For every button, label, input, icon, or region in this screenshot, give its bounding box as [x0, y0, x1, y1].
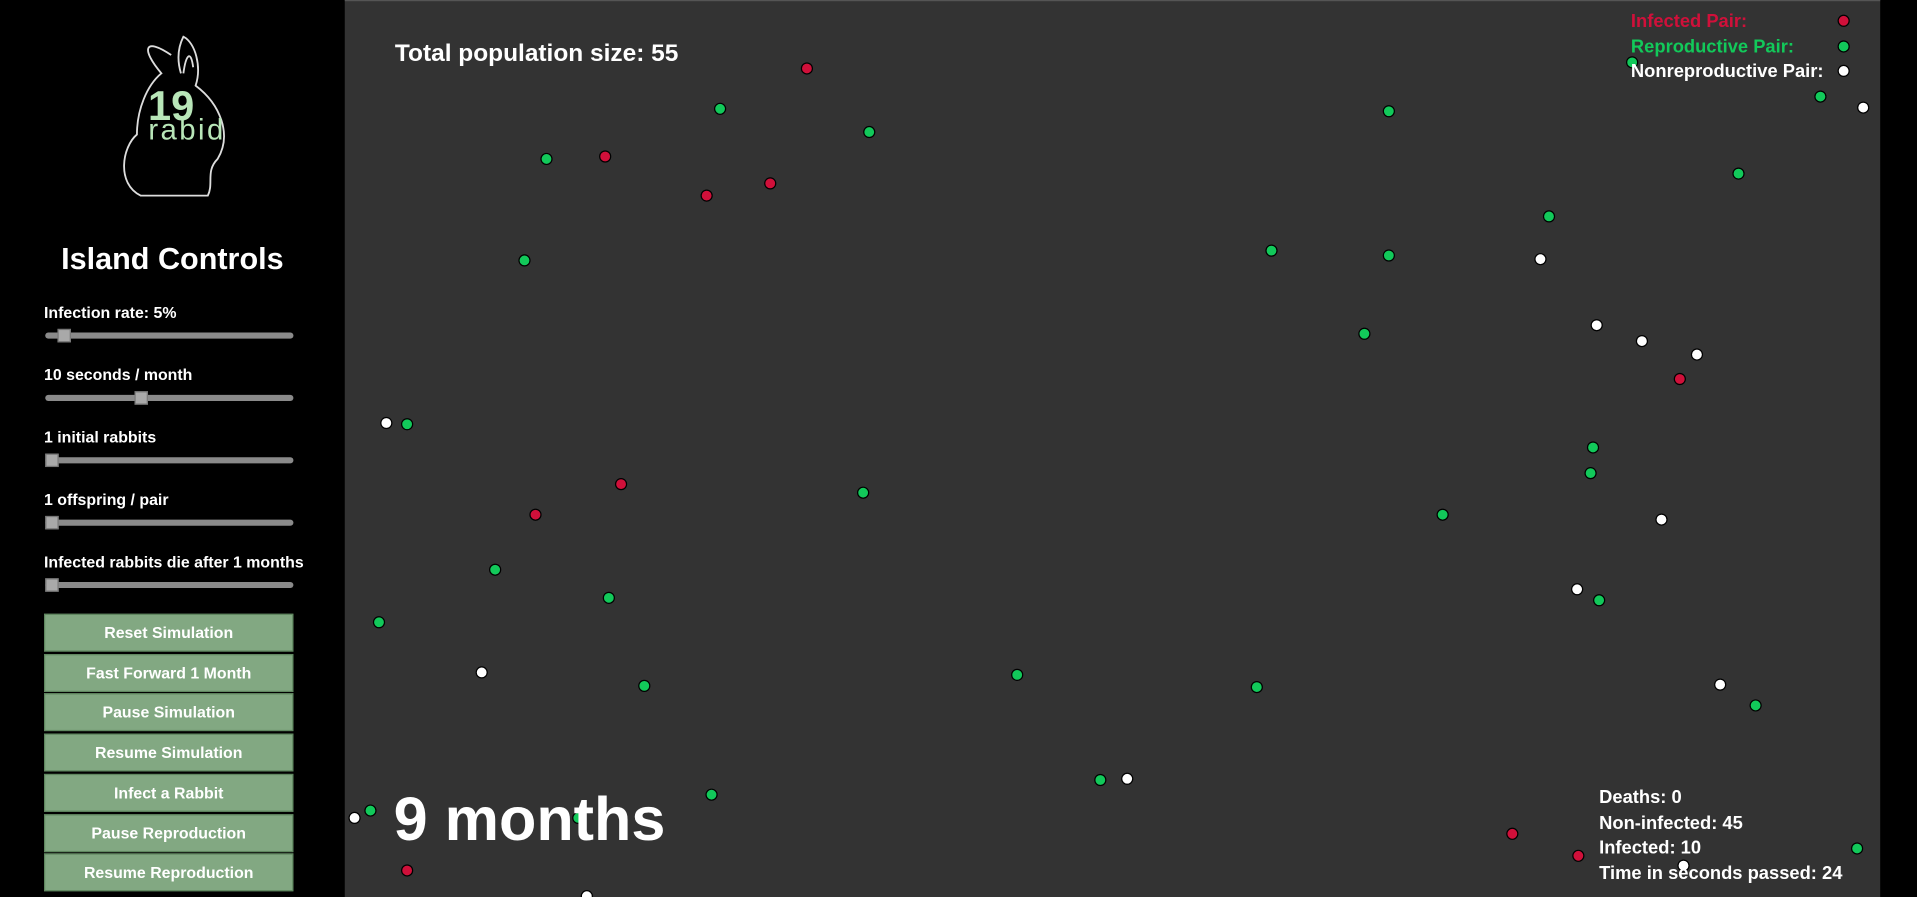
button[interactable]: Infect a Rabbit [44, 773, 294, 812]
slider-thumb[interactable] [45, 515, 59, 530]
rabbit-dot [1382, 105, 1395, 118]
logo: 19 rabid [123, 35, 225, 197]
rabbit-dot [764, 177, 777, 190]
rabbit-dot [1635, 334, 1649, 348]
rabbit-dot [1382, 249, 1395, 262]
rabbit-dot [1584, 467, 1597, 480]
rabbit-dot [540, 152, 553, 166]
logo-number: 19 [148, 82, 194, 129]
rabbit-dot [614, 478, 628, 491]
button[interactable]: Resume Reproduction [44, 853, 294, 892]
rabbit-dot [1655, 513, 1668, 526]
right-margin [1880, 0, 1917, 897]
rabbit-dot [705, 788, 718, 801]
stat: Deaths: 0 [1599, 787, 1682, 809]
rabbit-dot [1011, 668, 1024, 681]
rabbit-dot [857, 486, 870, 499]
rabbit-dot [800, 62, 814, 75]
rabbit-dot [1586, 441, 1600, 454]
button[interactable]: Fast Forward 1 Month [44, 653, 294, 692]
slider-thumb[interactable] [45, 453, 59, 468]
legend-label: Reproductive Pair: [1630, 36, 1794, 57]
legend-dot [1837, 64, 1850, 78]
rabbit-dot [1534, 253, 1547, 266]
rabbit-dot [1749, 699, 1762, 712]
rabbit-dot [1677, 859, 1690, 872]
population: Total population size: 55 [394, 40, 679, 68]
rabbit-dot [1094, 773, 1107, 787]
slider-label: 1 offspring / pair [44, 490, 169, 509]
logo-word: rabid [148, 113, 225, 146]
rabbit-dot [1506, 827, 1519, 840]
legend-label: Nonreproductive Pair: [1630, 61, 1824, 82]
rabbit-dot [638, 679, 651, 692]
rabbit-dot [1590, 319, 1603, 332]
rabbit-dot [489, 563, 502, 576]
legend-dot [1837, 39, 1850, 52]
rabbit-dot [518, 254, 531, 267]
slider-track[interactable] [45, 581, 294, 589]
rabbit-dot [1593, 594, 1606, 607]
slider-label: 10 seconds / month [44, 365, 193, 384]
rabbit-dot [1265, 244, 1278, 257]
legend-dot [1837, 14, 1850, 27]
rabbit-dot [1714, 678, 1727, 691]
slider-label: Infection rate: 5% [44, 303, 177, 322]
rabbit-dot [1690, 348, 1704, 361]
rabbit-dot [1814, 90, 1827, 103]
rabbit-dot [572, 811, 585, 825]
slider-track[interactable] [45, 519, 294, 526]
button[interactable]: Reset Simulation [44, 613, 294, 652]
rabbit-dot [1542, 210, 1556, 223]
slider-thumb[interactable] [45, 578, 59, 592]
slider-track[interactable] [45, 394, 294, 402]
rabbit-dot [1673, 372, 1686, 386]
rabbit-dot [372, 616, 386, 629]
rabbit-dot [863, 125, 876, 139]
slider-track[interactable] [45, 332, 294, 339]
rabbit-dot [1850, 842, 1864, 855]
rabbit-dot [1358, 327, 1371, 340]
rabbit-dot [1572, 849, 1585, 862]
rabbit-dot [1857, 101, 1870, 114]
rabbit-dot [475, 666, 488, 679]
rabbit-dot [380, 416, 393, 430]
rabbit-dot [1626, 56, 1639, 69]
rabbit-dot [364, 804, 377, 817]
button[interactable]: Resume Simulation [44, 733, 294, 772]
slider-label: 1 initial rabbits [44, 427, 157, 447]
button[interactable]: Pause Simulation [44, 693, 294, 732]
island: Total population size: 55 9 months Infec… [344, 0, 1881, 897]
rabbit-dot [580, 890, 593, 897]
slider-thumb[interactable] [134, 391, 148, 405]
slider-label: Infected rabbits die after 1 months [44, 552, 304, 571]
slider-track[interactable] [45, 457, 294, 464]
rabbit-dot [529, 508, 542, 521]
rabbit-dot [700, 189, 713, 202]
stat: Time in seconds passed: 24 [1599, 862, 1843, 884]
rabbit-dot [1436, 508, 1449, 521]
rabbit-dot [599, 150, 612, 163]
rabbit-dot [401, 418, 414, 431]
rabbit-dot [602, 591, 615, 604]
stat: Non-infected: 45 [1599, 812, 1743, 834]
rabbit-dot [1250, 680, 1263, 694]
legend-label: Infected Pair: [1630, 11, 1748, 32]
rabbit-dot [1732, 167, 1745, 180]
rabbit-dot [1571, 583, 1584, 596]
rabbit-dot [713, 102, 727, 115]
button[interactable]: Pause Reproduction [44, 813, 294, 852]
sidebar: 19 rabid Island Controls Infection rate:… [0, 0, 345, 897]
rabbit-dot [1121, 772, 1134, 785]
rabbit-dot [348, 811, 361, 825]
controls-title: Island Controls [61, 242, 284, 277]
slider-thumb[interactable] [57, 328, 71, 343]
stat: Infected: 10 [1599, 837, 1702, 859]
months: 9 months [393, 784, 666, 854]
rabbit-dot [401, 864, 414, 877]
